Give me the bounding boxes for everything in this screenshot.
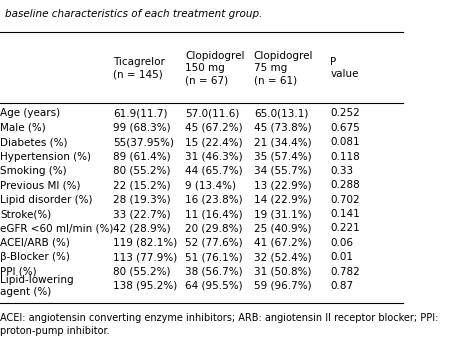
Text: baseline characteristics of each treatment group.: baseline characteristics of each treatme… <box>5 9 262 18</box>
Text: 31 (46.3%): 31 (46.3%) <box>185 151 243 162</box>
Text: Ticagrelor
(n = 145): Ticagrelor (n = 145) <box>113 57 164 79</box>
Text: 57.0(11.6): 57.0(11.6) <box>185 108 240 118</box>
Text: Lipid-lowering
agent (%): Lipid-lowering agent (%) <box>0 275 73 297</box>
Text: 14 (22.9%): 14 (22.9%) <box>254 195 311 205</box>
Text: Smoking (%): Smoking (%) <box>0 166 67 176</box>
Text: Male (%): Male (%) <box>0 123 46 133</box>
Text: 0.675: 0.675 <box>330 123 360 133</box>
Text: Diabetes (%): Diabetes (%) <box>0 137 67 147</box>
Text: 0.141: 0.141 <box>330 209 360 219</box>
Text: 65.0(13.1): 65.0(13.1) <box>254 108 308 118</box>
Text: 28 (19.3%): 28 (19.3%) <box>113 195 171 205</box>
Text: Age (years): Age (years) <box>0 108 60 118</box>
Text: 55(37.95%): 55(37.95%) <box>113 137 174 147</box>
Text: 16 (23.8%): 16 (23.8%) <box>185 195 243 205</box>
Text: 38 (56.7%): 38 (56.7%) <box>185 267 243 277</box>
Text: P
value: P value <box>330 57 359 79</box>
Text: 51 (76.1%): 51 (76.1%) <box>185 252 243 262</box>
Text: 138 (95.2%): 138 (95.2%) <box>113 281 177 291</box>
Text: 33 (22.7%): 33 (22.7%) <box>113 209 171 219</box>
Text: 59 (96.7%): 59 (96.7%) <box>254 281 311 291</box>
Text: 0.702: 0.702 <box>330 195 360 205</box>
Text: 119 (82.1%): 119 (82.1%) <box>113 238 177 248</box>
Text: 9 (13.4%): 9 (13.4%) <box>185 180 237 190</box>
Text: 80 (55.2%): 80 (55.2%) <box>113 267 170 277</box>
Text: PPI (%): PPI (%) <box>0 267 36 277</box>
Text: 34 (55.7%): 34 (55.7%) <box>254 166 311 176</box>
Text: 61.9(11.7): 61.9(11.7) <box>113 108 167 118</box>
Text: 0.288: 0.288 <box>330 180 360 190</box>
Text: 44 (65.7%): 44 (65.7%) <box>185 166 243 176</box>
Text: eGFR <60 ml/min (%): eGFR <60 ml/min (%) <box>0 223 113 234</box>
Text: 35 (57.4%): 35 (57.4%) <box>254 151 311 162</box>
Text: 0.87: 0.87 <box>330 281 354 291</box>
Text: 41 (67.2%): 41 (67.2%) <box>254 238 311 248</box>
Text: 42 (28.9%): 42 (28.9%) <box>113 223 171 234</box>
Text: 89 (61.4%): 89 (61.4%) <box>113 151 171 162</box>
Text: ACEI/ARB (%): ACEI/ARB (%) <box>0 238 70 248</box>
Text: Lipid disorder (%): Lipid disorder (%) <box>0 195 92 205</box>
Text: 99 (68.3%): 99 (68.3%) <box>113 123 171 133</box>
Text: 20 (29.8%): 20 (29.8%) <box>185 223 243 234</box>
Text: 52 (77.6%): 52 (77.6%) <box>185 238 243 248</box>
Text: Clopidogrel
150 mg
(n = 67): Clopidogrel 150 mg (n = 67) <box>185 51 245 86</box>
Text: 32 (52.4%): 32 (52.4%) <box>254 252 311 262</box>
Text: 19 (31.1%): 19 (31.1%) <box>254 209 311 219</box>
Text: Hypertension (%): Hypertension (%) <box>0 151 91 162</box>
Text: 15 (22.4%): 15 (22.4%) <box>185 137 243 147</box>
Text: 22 (15.2%): 22 (15.2%) <box>113 180 171 190</box>
Text: 45 (67.2%): 45 (67.2%) <box>185 123 243 133</box>
Text: 0.118: 0.118 <box>330 151 360 162</box>
Text: Stroke(%): Stroke(%) <box>0 209 51 219</box>
Text: 25 (40.9%): 25 (40.9%) <box>254 223 311 234</box>
Text: 80 (55.2%): 80 (55.2%) <box>113 166 170 176</box>
Text: Clopidogrel
75 mg
(n = 61): Clopidogrel 75 mg (n = 61) <box>254 51 313 86</box>
Text: 64 (95.5%): 64 (95.5%) <box>185 281 243 291</box>
Text: Previous MI (%): Previous MI (%) <box>0 180 81 190</box>
Text: 0.081: 0.081 <box>330 137 360 147</box>
Text: 31 (50.8%): 31 (50.8%) <box>254 267 311 277</box>
Text: 113 (77.9%): 113 (77.9%) <box>113 252 177 262</box>
Text: 0.782: 0.782 <box>330 267 360 277</box>
Text: 45 (73.8%): 45 (73.8%) <box>254 123 311 133</box>
Text: ACEI: angiotensin converting enzyme inhibitors; ARB: angiotensin II receptor blo: ACEI: angiotensin converting enzyme inhi… <box>0 313 438 336</box>
Text: 0.221: 0.221 <box>330 223 360 234</box>
Text: 0.33: 0.33 <box>330 166 354 176</box>
Text: 13 (22.9%): 13 (22.9%) <box>254 180 311 190</box>
Text: 21 (34.4%): 21 (34.4%) <box>254 137 311 147</box>
Text: 11 (16.4%): 11 (16.4%) <box>185 209 243 219</box>
Text: 0.06: 0.06 <box>330 238 354 248</box>
Text: 0.01: 0.01 <box>330 252 354 262</box>
Text: β-Blocker (%): β-Blocker (%) <box>0 252 70 262</box>
Text: 0.252: 0.252 <box>330 108 360 118</box>
